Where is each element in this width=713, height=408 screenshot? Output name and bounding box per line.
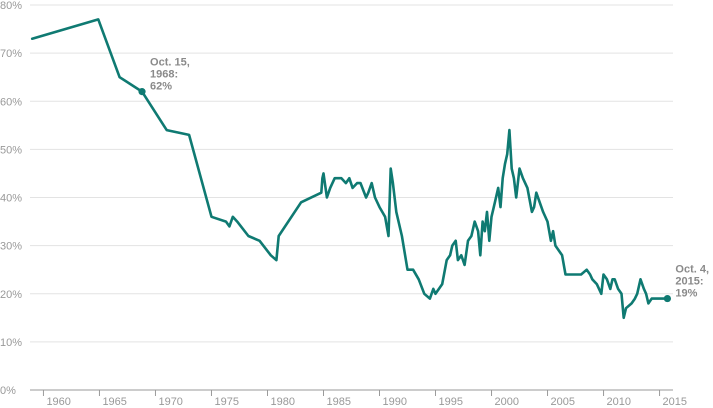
annotation-label: 62% — [150, 81, 172, 93]
x-tick-label: 1990 — [383, 396, 407, 408]
x-tick-label: 2015 — [663, 396, 687, 408]
x-tick-label: 1970 — [158, 396, 182, 408]
x-tick-label: 1965 — [102, 396, 126, 408]
annotation-label: 1968: — [150, 69, 178, 81]
annotation-point — [663, 294, 671, 303]
y-tick-label: 10% — [0, 337, 22, 349]
y-tick-label: 30% — [0, 241, 22, 253]
y-tick-label: 20% — [0, 289, 22, 301]
annotation-label: 19% — [675, 288, 697, 300]
x-axis-ticks: 1960 1965 1970 1975 1980 1985 1990 1995 2000 2005… — [42, 390, 687, 408]
x-tick-label: 1980 — [270, 396, 294, 408]
annotation-label: Oct. 4, — [675, 264, 709, 276]
y-tick-label: 60% — [0, 96, 22, 108]
x-tick-label: 2005 — [551, 396, 575, 408]
x-tick-label: 2000 — [495, 396, 519, 408]
y-tick-label: 40% — [0, 193, 22, 205]
x-tick-label: 1995 — [439, 396, 463, 408]
x-tick-label: 2010 — [607, 396, 631, 408]
series-group — [30, 18, 669, 320]
annotations: Oct. 15,1968:62% Oct. 4,2015:19% — [138, 57, 709, 303]
grid — [30, 4, 673, 343]
x-tick-label: 1975 — [214, 396, 238, 408]
y-tick-label: 80% — [0, 0, 22, 12]
annotation-label: 2015: — [675, 276, 703, 288]
x-tick-label: 1985 — [326, 396, 350, 408]
y-axis-labels: 0% 10% 20% 30% 40% 50% 60% 70% 80% — [0, 0, 22, 397]
y-tick-label: 50% — [0, 144, 22, 156]
y-tick-label: 70% — [0, 48, 22, 60]
x-tick-label: 1960 — [46, 396, 70, 408]
annotation-label: Oct. 15, — [150, 57, 190, 69]
y-tick-label: 0% — [0, 385, 16, 397]
annotation-point — [138, 88, 146, 96]
series-line — [30, 18, 669, 320]
